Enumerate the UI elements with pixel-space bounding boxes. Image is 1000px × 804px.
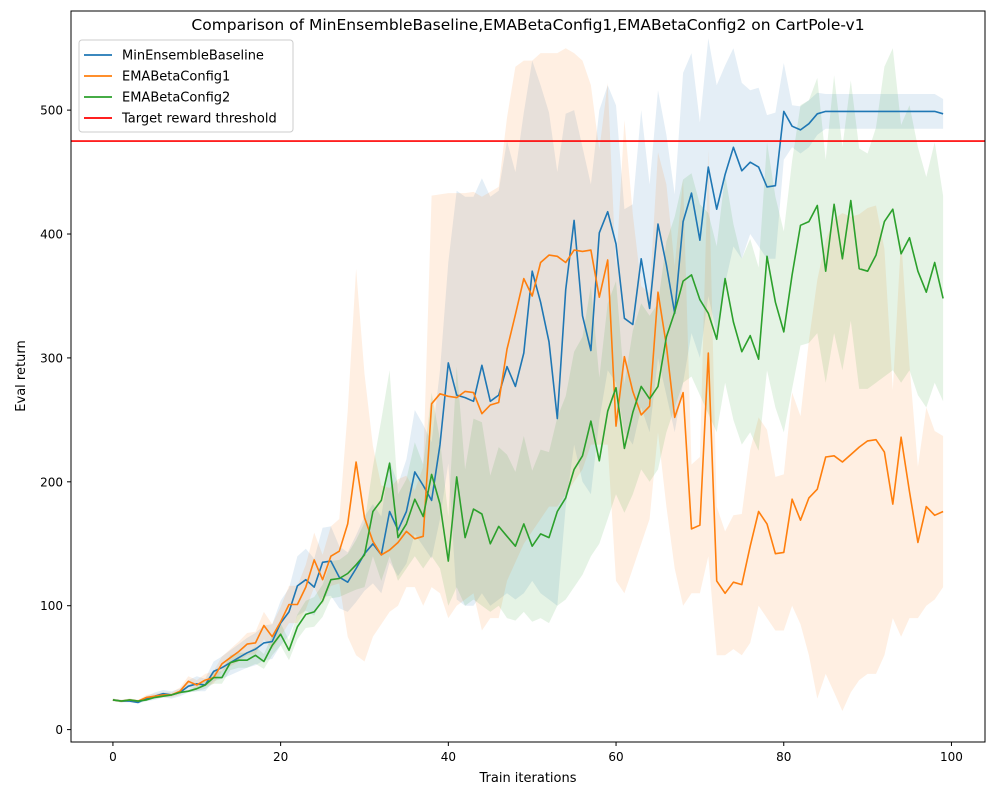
emabetaconfig1-line	[112, 249, 944, 702]
x-tick-label: 60	[608, 750, 623, 764]
emabetaconfig2-band	[112, 48, 944, 703]
confidence-bands	[112, 38, 944, 711]
minensemblebaseline-band	[112, 38, 944, 704]
legend-label: MinEnsembleBaseline	[122, 49, 264, 64]
y-tick-label: 500	[40, 104, 63, 118]
x-tick-label: 80	[776, 750, 791, 764]
y-tick-label: 400	[40, 228, 63, 242]
legend: MinEnsembleBaseline EMABetaConfig1 EMABeta…	[78, 39, 294, 133]
legend-label: EMABetaConfig2	[122, 91, 230, 106]
y-tick-label: 100	[40, 599, 63, 613]
legend-label: Target reward threshold	[121, 112, 277, 127]
chart-title: Comparison of MinEnsembleBaseline,EMABet…	[191, 16, 864, 34]
y-tick-label: 0	[55, 723, 63, 737]
x-axis-label: Train iterations	[478, 771, 576, 786]
x-tick-label: 100	[940, 750, 963, 764]
y-tick-label: 200	[40, 475, 63, 489]
x-tick-label: 20	[273, 750, 288, 764]
x-tick-label: 0	[109, 750, 117, 764]
y-axis-ticks: 0 100 200 300 400 500	[40, 104, 71, 737]
plot-frame	[70, 10, 986, 743]
x-axis-ticks: 0 20 40 60 80 100	[109, 742, 963, 764]
emabetaconfig2-line	[112, 199, 944, 702]
legend-label: EMABetaConfig1	[122, 70, 230, 85]
y-axis-label: Eval return	[14, 340, 29, 411]
legend-box	[78, 39, 294, 133]
x-tick-label: 40	[441, 750, 456, 764]
emabetaconfig1-band	[112, 48, 944, 711]
minensemblebaseline-line	[112, 110, 944, 704]
y-tick-label: 300	[40, 351, 63, 365]
series-lines	[112, 110, 944, 704]
